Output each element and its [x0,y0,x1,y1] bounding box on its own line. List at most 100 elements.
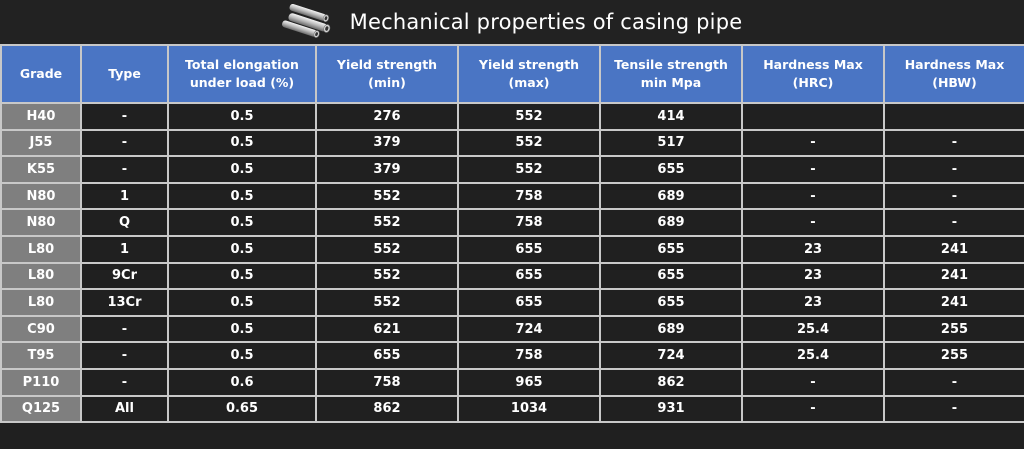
table-cell: 689 [601,210,741,235]
table-cell: 25.4 [743,343,883,368]
table-cell: 655 [601,263,741,289]
table-cell: 23 [743,263,883,289]
table-cell: - [743,183,883,209]
table-cell: 0.5 [169,316,315,342]
title-bar: Mechanical properties of casing pipe [0,0,1024,44]
column-header-line: (max) [508,75,550,90]
column-header-line: (min) [368,75,406,90]
table-cell: 724 [601,343,741,368]
grade-cell: L80 [2,290,80,315]
column-header-line: Tensile strength [614,57,728,72]
table-row: Q125 All 0.65 862 1034 931- - [2,396,1024,422]
table-cell: 1 [82,183,167,209]
column-header: Yield strength (max) [459,46,599,102]
table-cell: 655 [459,290,599,315]
pipes-icon [281,4,330,38]
table-cell: 1 [82,236,167,262]
column-header-line: (HRC) [792,75,834,90]
column-header-line: Type [108,66,141,81]
column-header: Yield strength (min) [317,46,457,102]
column-header-line: Total elongation [185,57,299,72]
column-header-line: Yield strength [478,57,580,72]
grade-cell: J55 [2,130,80,156]
column-header: Total elongation under load (%) [169,46,315,102]
table-cell [885,104,1024,129]
table-row: T95-0.5 655 758 724 25.4 255 [2,343,1024,368]
grade-cell: C90 [2,316,80,342]
table-cell: 0.5 [169,157,315,182]
table-cell: 379 [317,157,457,182]
grade-cell: N80 [2,210,80,235]
properties-table: Grade Type Total elongation under load (%) Y… [0,44,1024,424]
table-cell: 517 [601,130,741,156]
title-group: Mechanical properties of casing pipe [281,4,743,40]
page-title: Mechanical properties of casing pipe [349,10,743,34]
table-cell: - [82,130,167,156]
table-cell: 655 [459,236,599,262]
table-row: P110-0.6 758 965 862- - [2,369,1024,395]
table-cell: - [82,157,167,182]
table-cell: 241 [885,290,1024,315]
grade-cell: Q125 [2,396,80,422]
table-cell: - [885,130,1024,156]
table-cell [743,104,883,129]
table-cell: 655 [601,290,741,315]
table-cell: 9Cr [82,263,167,289]
table-cell: 931 [601,396,741,422]
table-cell: 552 [317,210,457,235]
table-row: C90-0.5 621 724 689 25.4 255 [2,316,1024,342]
column-header-line: Hardness Max [763,57,863,72]
table-cell: - [743,369,883,395]
table-cell: 552 [459,130,599,156]
table-cell: 379 [317,130,457,156]
grade-cell: L80 [2,236,80,262]
grade-cell: P110 [2,369,80,395]
table-cell: 0.5 [169,290,315,315]
table-cell: - [743,396,883,422]
table-cell: - [743,157,883,182]
table-cell: 689 [601,316,741,342]
header-row: Grade Type Total elongation under load (%) Y… [2,46,1024,102]
table-cell: 552 [317,236,457,262]
table-cell: 655 [317,343,457,368]
column-header-line: min Mpa [640,75,702,90]
table-cell: 758 [317,369,457,395]
grade-cell: H40 [2,104,80,129]
table-cell: 552 [459,104,599,129]
table-cell: 724 [459,316,599,342]
table-cell: 0.5 [169,210,315,235]
table-cell: 0.5 [169,130,315,156]
table-cell: 0.5 [169,104,315,129]
grade-cell: T95 [2,343,80,368]
table-cell: - [743,210,883,235]
table-cell: - [743,130,883,156]
table-row: K55-0.5 379 552 655- - [2,157,1024,182]
table-cell: - [82,104,167,129]
table-cell: - [82,316,167,342]
table-body: H40-0.5 276 552 414 J55-0.5 379 552 517- - K55-0.… [2,104,1024,422]
table-cell: - [885,396,1024,422]
table-cell: 965 [459,369,599,395]
table-cell: 758 [459,183,599,209]
table-cell: 0.5 [169,236,315,262]
table-row: J55-0.5 379 552 517- - [2,130,1024,156]
column-header: Tensile strength min Mpa [601,46,741,102]
table-cell: 552 [459,157,599,182]
table-cell: 862 [317,396,457,422]
table-cell: 255 [885,343,1024,368]
table-row: L80 1 0.5 552 655 655 23 241 [2,236,1024,262]
table-cell: 414 [601,104,741,129]
table-cell: 1034 [459,396,599,422]
grade-cell: N80 [2,183,80,209]
table-cell: 655 [601,236,741,262]
table-row: L80 13Cr 0.5 552 655 655 23 241 [2,290,1024,315]
table-cell: 0.5 [169,343,315,368]
table-cell: - [82,369,167,395]
column-header: Hardness Max (HBW) [885,46,1024,102]
table-row: N80 1 0.5 552 758 689- - [2,183,1024,209]
column-header-line: Yield strength [336,57,438,72]
table-cell: - [885,369,1024,395]
table-cell: 255 [885,316,1024,342]
table-cell: 0.5 [169,183,315,209]
